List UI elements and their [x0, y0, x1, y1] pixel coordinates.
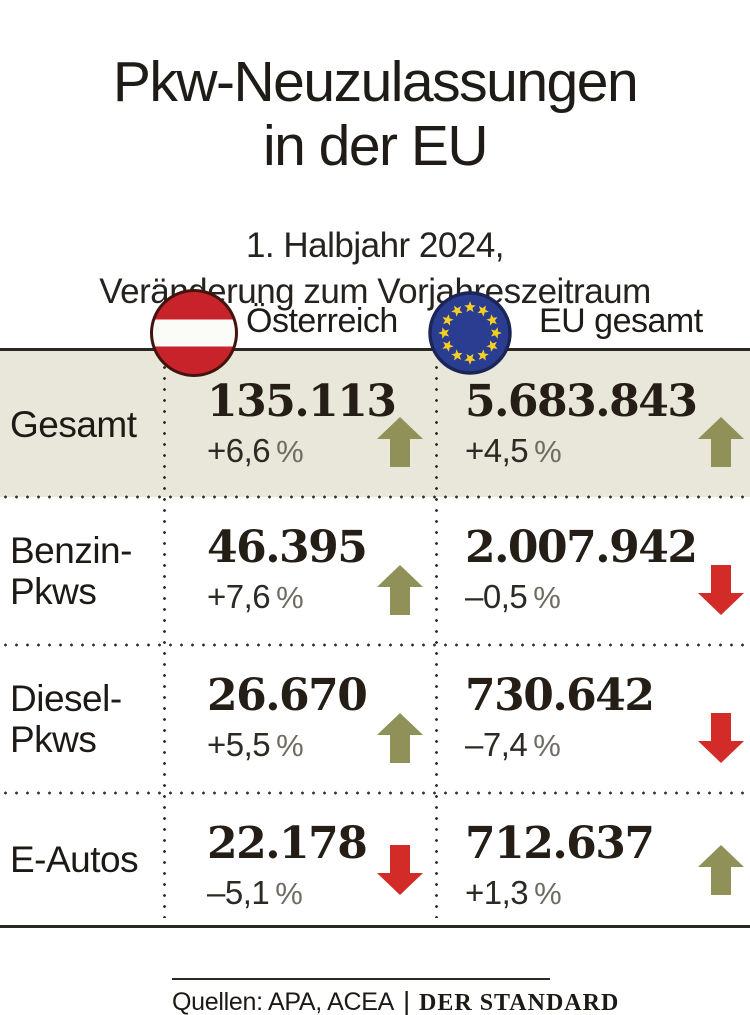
- column-header-eu: EU gesamt: [539, 302, 703, 340]
- percent-sign: %: [533, 580, 561, 615]
- brand-logo: DER STANDARD: [419, 990, 620, 1015]
- cell-change-line: +6,6%: [207, 433, 437, 470]
- table-rows: Gesamt 135.113 +6,6% 5.683.843 +4,5% Ben…: [0, 351, 750, 925]
- cell-value: 46.395: [207, 522, 368, 573]
- row-label: E-Autos: [10, 838, 139, 880]
- cell-change: +1,3: [465, 874, 529, 911]
- cell-change: +5,5: [207, 726, 271, 763]
- cell-change-line: +7,6%: [207, 579, 437, 616]
- cell-eu: 5.683.843 +4,5%: [437, 351, 750, 497]
- cell-value: 5.683.843: [465, 376, 698, 427]
- row-label: Gesamt: [10, 403, 137, 445]
- cell-value: 135.113: [207, 376, 397, 427]
- cell-change-line: +1,3%: [465, 875, 750, 912]
- cell-austria: 135.113 +6,6%: [165, 351, 437, 497]
- percent-sign: %: [534, 876, 562, 911]
- header-divider: [0, 348, 750, 351]
- table-row: E-Autos 22.178 –5,1% 712.637 +1,3%: [0, 791, 750, 925]
- cell-change-line: –5,1%: [207, 875, 437, 912]
- cell-eu: 712.637 +1,3%: [437, 793, 750, 925]
- percent-sign: %: [276, 434, 304, 469]
- up-arrow-icon: [698, 417, 744, 467]
- cell-change: –7,4: [465, 726, 528, 763]
- cell-value: 712.637: [465, 818, 655, 869]
- cell-value: 22.178: [207, 818, 368, 869]
- cell-eu: 730.642 –7,4%: [437, 645, 750, 793]
- down-arrow-icon: [698, 713, 744, 763]
- sources-label: Quellen: APA, ACEA: [172, 988, 395, 1015]
- cell-change-line: –7,4%: [465, 727, 750, 764]
- cell-eu: 2.007.942 –0,5%: [437, 497, 750, 645]
- cell-austria: 22.178 –5,1%: [165, 793, 437, 925]
- austria-flag-icon: [150, 289, 238, 377]
- table-row: Diesel- Pkws 26.670 +5,5% 730.642 –7,4%: [0, 643, 750, 793]
- up-arrow-icon: [698, 845, 744, 895]
- cell-value: 730.642: [465, 670, 655, 721]
- row-label: Diesel- Pkws: [10, 678, 122, 760]
- column-divider-1: [163, 362, 166, 918]
- down-arrow-icon: [377, 845, 423, 895]
- cell-change-line: –0,5%: [465, 579, 750, 616]
- column-header-austria: Österreich: [246, 302, 398, 340]
- percent-sign: %: [275, 876, 303, 911]
- cell-value: 26.670: [207, 670, 368, 721]
- cell-change: +6,6: [207, 432, 271, 469]
- footer-separator: |: [403, 986, 411, 1015]
- footer-rule: [172, 978, 550, 980]
- table-bottom-rule: [0, 925, 750, 928]
- cell-change-line: +5,5%: [207, 727, 437, 764]
- footer: Quellen: APA, ACEA | DER STANDARD: [172, 978, 618, 1015]
- percent-sign: %: [276, 580, 304, 615]
- title-line-2: in der EU: [262, 114, 489, 179]
- footer-text: Quellen: APA, ACEA | DER STANDARD: [172, 985, 618, 1015]
- cell-change: +4,5: [465, 432, 529, 469]
- percent-sign: %: [534, 434, 562, 469]
- title-line-1: Pkw-Neuzulassungen: [112, 50, 639, 115]
- percent-sign: %: [533, 728, 561, 763]
- cell-austria: 46.395 +7,6%: [165, 497, 437, 645]
- cell-change: +7,6: [207, 578, 271, 615]
- eu-flag-icon: [428, 291, 512, 375]
- row-label: Benzin- Pkws: [10, 530, 132, 612]
- column-divider-2: [435, 362, 438, 918]
- cell-austria: 26.670 +5,5%: [165, 645, 437, 793]
- data-table: Gesamt 135.113 +6,6% 5.683.843 +4,5% Ben…: [0, 351, 750, 925]
- cell-change: –0,5: [465, 578, 528, 615]
- cell-change: –5,1: [207, 874, 270, 911]
- up-arrow-icon: [377, 565, 423, 615]
- down-arrow-icon: [698, 565, 744, 615]
- table-row: Benzin- Pkws 46.395 +7,6% 2.007.942 –0,5…: [0, 495, 750, 645]
- up-arrow-icon: [377, 417, 423, 467]
- subtitle-line-1: 1. Halbjahr 2024,: [245, 226, 505, 265]
- up-arrow-icon: [377, 713, 423, 763]
- cell-change-line: +4,5%: [465, 433, 750, 470]
- percent-sign: %: [276, 728, 304, 763]
- cell-value: 2.007.942: [465, 522, 698, 573]
- table-row: Gesamt 135.113 +6,6% 5.683.843 +4,5%: [0, 351, 750, 497]
- page-title: Pkw-Neuzulassungen in der EU: [0, 50, 750, 178]
